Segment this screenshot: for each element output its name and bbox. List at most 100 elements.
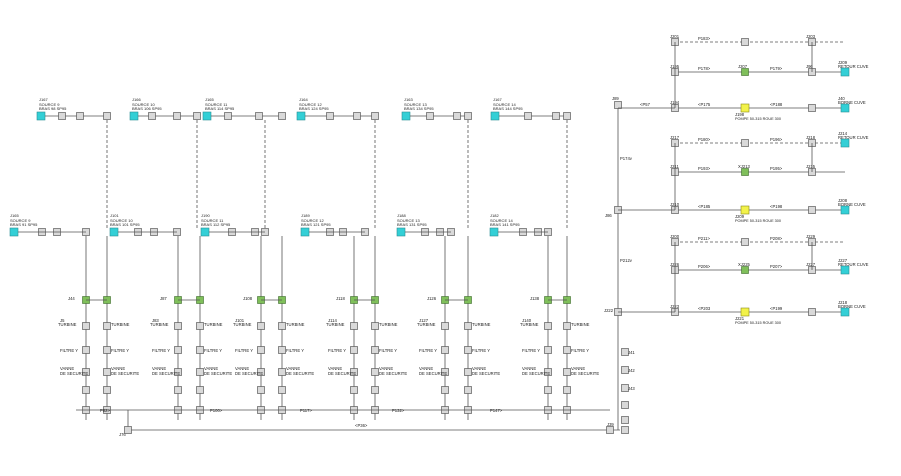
safety-label: DE SECURITE xyxy=(379,371,407,376)
junction-node xyxy=(196,322,204,330)
junction-label: J41 xyxy=(628,350,635,355)
pipe-label: P100> xyxy=(210,408,223,413)
junction-node xyxy=(544,322,552,330)
junction-node xyxy=(453,112,461,120)
source-id: J188 xyxy=(397,213,406,218)
junction-node xyxy=(278,112,286,120)
junction-node xyxy=(464,386,472,394)
pipe-label: <P188 xyxy=(770,102,783,107)
safety-label: DE SECURITE xyxy=(111,371,139,376)
junction-node xyxy=(124,426,132,434)
junction-node xyxy=(278,346,286,354)
turbine-label: TURBINE xyxy=(379,322,398,327)
junction-label: J118 xyxy=(336,296,345,301)
source-sub: BRAS 121 SP95 xyxy=(301,222,331,227)
tank-id: J40 xyxy=(838,96,845,101)
source-id: J190 xyxy=(201,213,210,218)
safety-label: VANNE xyxy=(379,366,393,371)
source-id: J165 xyxy=(10,213,19,218)
pipe-label: P208> xyxy=(770,236,783,241)
junction-node xyxy=(371,112,379,120)
turbine-label: TURBINE xyxy=(150,322,169,327)
junction-node xyxy=(326,112,334,120)
source-node xyxy=(109,227,119,237)
junction-node xyxy=(464,368,472,376)
pipe-label: P132> xyxy=(392,408,405,413)
safety-label: VANNE xyxy=(111,366,125,371)
filter-label: FILTRE Y xyxy=(419,348,437,353)
source-node xyxy=(300,227,310,237)
junction-label: J44 xyxy=(68,296,75,301)
junction-node xyxy=(350,368,358,376)
safety-label: DE SECURITE xyxy=(472,371,500,376)
junction-label: J218 xyxy=(806,135,816,140)
junction-label: J126 xyxy=(427,296,437,301)
junction-node xyxy=(350,386,358,394)
junction-node xyxy=(371,322,379,330)
pipe-label: P179> xyxy=(770,66,783,71)
safety-label: VANNE xyxy=(152,366,166,371)
junction-node xyxy=(808,104,816,112)
safety-label: VANNE xyxy=(522,366,536,371)
filter-label: FILTRE Y xyxy=(235,348,253,353)
junction-node xyxy=(350,346,358,354)
valve-node xyxy=(741,168,749,176)
safety-label: DE SECURITE xyxy=(571,371,599,376)
junction-node xyxy=(621,348,629,356)
junction-node xyxy=(371,346,379,354)
junction-node xyxy=(82,322,90,330)
tank-node xyxy=(840,67,850,77)
safety-label: VANNE xyxy=(286,366,300,371)
pump-id: J209 xyxy=(735,214,745,219)
tank-id: J218 xyxy=(838,300,848,305)
source-name: SOURCE 13 xyxy=(397,218,420,223)
pump-node xyxy=(740,205,750,215)
pipe-label: P196> xyxy=(770,137,783,142)
turbine-label: TURBINE xyxy=(204,322,223,327)
source-name: SOURCE 13 xyxy=(404,102,427,107)
junction-node xyxy=(441,346,449,354)
source-sub: BRAS 144 SP95 xyxy=(493,106,523,111)
junction-node xyxy=(82,346,90,354)
tank-name: BORNE CUVE xyxy=(838,202,866,207)
turbine-label: TURBINE xyxy=(58,322,77,327)
junction-node xyxy=(741,238,749,246)
source-id: J167 xyxy=(39,97,48,102)
source-node xyxy=(396,227,406,237)
pipe-label: <P198 xyxy=(770,204,783,209)
junction-node xyxy=(808,308,816,316)
junction-node xyxy=(193,112,201,120)
pump-name: POMPE 50-315 ROUE 300 xyxy=(735,117,781,121)
junction-node xyxy=(544,346,552,354)
source-node xyxy=(489,227,499,237)
pump-id: J221 xyxy=(735,316,745,321)
junction-label: J127 xyxy=(419,318,429,323)
pump-name: POMPE 50-315 ROUE 300 xyxy=(735,321,781,325)
junction-node xyxy=(350,322,358,330)
source-id: J166 xyxy=(132,97,141,102)
junction-label: J87 xyxy=(160,296,167,301)
pipe-label: P117> xyxy=(300,408,312,413)
valve-label: J207 xyxy=(738,64,748,69)
junction-node xyxy=(103,368,111,376)
pipe-label: P206> xyxy=(698,264,711,269)
tank-id: J227 xyxy=(838,258,848,263)
junction-label: J200 xyxy=(670,234,680,239)
safety-label: DE SECURITE xyxy=(60,371,88,376)
junction-node xyxy=(173,112,181,120)
source-node xyxy=(401,111,411,121)
junction-node xyxy=(441,368,449,376)
source-node xyxy=(200,227,210,237)
junction-node xyxy=(257,386,265,394)
junction-node xyxy=(257,322,265,330)
source-name: SOURCE 12 xyxy=(299,102,322,107)
source-id: J189 xyxy=(301,213,310,218)
source-id: J165 xyxy=(205,97,214,102)
junction-label: J201 xyxy=(670,34,680,39)
pipe-label: <P175 xyxy=(698,102,711,107)
turbine-label: TURBINE xyxy=(417,322,436,327)
filter-label: FILTRE Y xyxy=(571,348,589,353)
pipe-label: P193> xyxy=(698,166,711,171)
junction-node xyxy=(148,112,156,120)
